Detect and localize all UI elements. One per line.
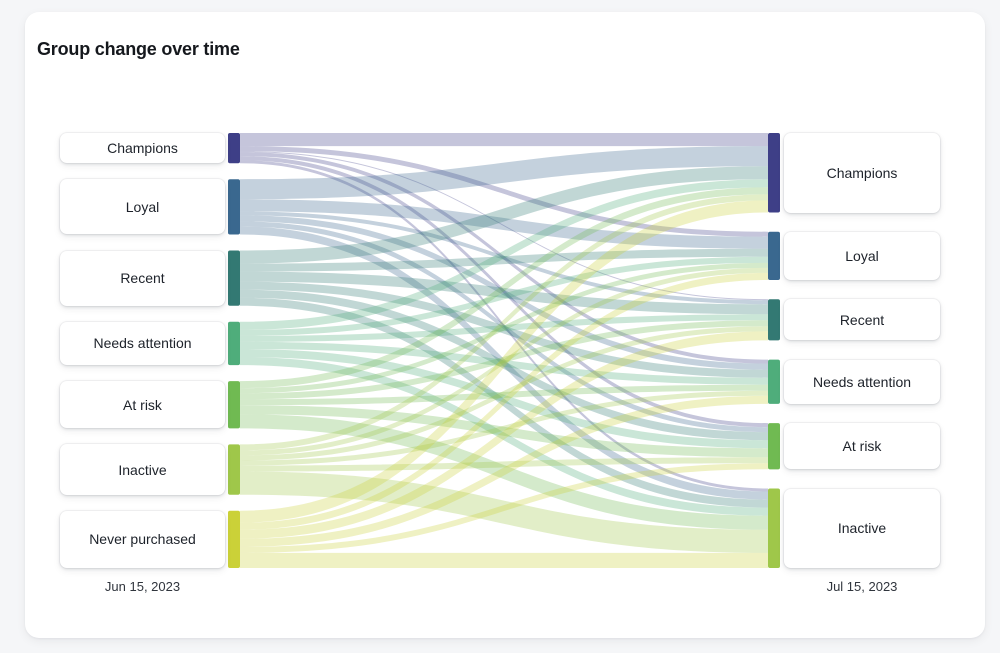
sankey-link-loyal-to-inactive[interactable] xyxy=(240,226,768,500)
group-label-left-champions[interactable]: Champions xyxy=(60,133,225,164)
sankey-link-recent-to-needs-attention[interactable] xyxy=(240,281,768,378)
sankey-link-needs-attention-to-loyal[interactable] xyxy=(240,256,768,336)
sankey-link-never-purchased-to-recent[interactable] xyxy=(240,331,768,539)
sankey-link-loyal-to-loyal[interactable] xyxy=(240,199,768,249)
axis-date-right: Jul 15, 2023 xyxy=(826,579,898,594)
sankey-link-never-purchased-to-at-risk[interactable] xyxy=(240,463,768,553)
sankey-node-left-loyal[interactable] xyxy=(228,179,240,235)
sankey-link-inactive-to-recent[interactable] xyxy=(240,326,768,461)
sankey-link-recent-to-recent[interactable] xyxy=(240,271,768,315)
group-label-right-at-risk[interactable]: At risk xyxy=(784,423,940,470)
sankey-link-at-risk-to-champions[interactable] xyxy=(240,187,768,389)
group-label-right-recent[interactable]: Recent xyxy=(784,299,940,341)
sankey-link-recent-to-loyal[interactable] xyxy=(240,248,768,272)
sankey-node-left-inactive[interactable] xyxy=(228,444,240,495)
group-label-left-loyal[interactable]: Loyal xyxy=(60,179,225,235)
group-label-right-needs-attention[interactable]: Needs attention xyxy=(784,359,940,404)
sankey-node-right-champions[interactable] xyxy=(768,133,780,213)
sankey-link-inactive-to-loyal[interactable] xyxy=(240,267,768,456)
sankey-node-left-champions[interactable] xyxy=(228,133,240,164)
sankey-link-loyal-to-champions[interactable] xyxy=(240,146,768,200)
sankey-link-at-risk-to-loyal[interactable] xyxy=(240,262,768,394)
group-label-left-inactive[interactable]: Inactive xyxy=(60,444,225,495)
axis-date-left: Jun 15, 2023 xyxy=(104,579,181,594)
sankey-link-never-purchased-to-champions[interactable] xyxy=(240,200,768,523)
chart-title: Group change over time xyxy=(37,39,240,59)
sankey-link-loyal-to-recent[interactable] xyxy=(240,211,768,305)
sankey-link-inactive-to-inactive[interactable] xyxy=(240,471,768,553)
group-label-right-inactive[interactable]: Inactive xyxy=(784,488,940,568)
sankey-node-left-recent[interactable] xyxy=(228,250,240,306)
sankey-link-at-risk-to-recent[interactable] xyxy=(240,320,768,400)
sankey-node-left-at-risk[interactable] xyxy=(228,381,240,429)
sankey-link-champions-to-loyal[interactable] xyxy=(240,146,768,237)
sankey-node-right-loyal[interactable] xyxy=(768,231,780,280)
sankey-link-inactive-to-at-risk[interactable] xyxy=(240,457,768,472)
sankey-link-loyal-to-at-risk[interactable] xyxy=(240,221,768,433)
sankey-link-needs-attention-to-inactive[interactable] xyxy=(240,357,768,516)
sankey-link-champions-to-at-risk[interactable] xyxy=(240,156,768,428)
sankey-link-recent-to-inactive[interactable] xyxy=(240,297,768,508)
sankey-link-champions-to-champions[interactable] xyxy=(240,133,768,147)
sankey-node-left-needs-attention[interactable] xyxy=(228,321,240,366)
sankey-node-right-needs-attention[interactable] xyxy=(768,359,780,404)
group-label-left-recent[interactable]: Recent xyxy=(60,250,225,306)
sankey-link-recent-to-at-risk[interactable] xyxy=(240,289,768,441)
sankey-link-never-purchased-to-inactive[interactable] xyxy=(240,552,768,568)
sankey-link-never-purchased-to-loyal[interactable] xyxy=(240,272,768,530)
sankey-link-needs-attention-to-needs-attention[interactable] xyxy=(240,341,768,385)
group-label-left-never-purchased[interactable]: Never purchased xyxy=(60,510,225,568)
group-label-left-at-risk[interactable]: At risk xyxy=(60,381,225,429)
sankey-link-at-risk-to-inactive[interactable] xyxy=(240,414,768,530)
sankey-link-recent-to-champions[interactable] xyxy=(240,166,768,264)
sankey-node-right-at-risk[interactable] xyxy=(768,423,780,470)
sankey-link-never-purchased-to-needs-attention[interactable] xyxy=(240,395,768,547)
group-label-right-champions[interactable]: Champions xyxy=(784,133,940,213)
sankey-link-inactive-to-needs-attention[interactable] xyxy=(240,390,768,466)
group-label-left-needs-attention[interactable]: Needs attention xyxy=(60,321,225,366)
sankey-link-needs-attention-to-recent[interactable] xyxy=(240,314,768,342)
sankey-link-inactive-to-champions[interactable] xyxy=(240,194,768,451)
sankey-node-left-never-purchased[interactable] xyxy=(228,510,240,568)
sankey-link-at-risk-to-at-risk[interactable] xyxy=(240,405,768,458)
sankey-node-right-recent[interactable] xyxy=(768,299,780,341)
sankey-link-loyal-to-needs-attention[interactable] xyxy=(240,215,768,370)
group-label-right-loyal[interactable]: Loyal xyxy=(784,231,940,280)
sankey-link-needs-attention-to-at-risk[interactable] xyxy=(240,349,768,449)
sankey-link-champions-to-needs-attention[interactable] xyxy=(240,152,768,364)
sankey-link-champions-to-inactive[interactable] xyxy=(240,160,768,492)
sankey-link-needs-attention-to-champions[interactable] xyxy=(240,179,768,330)
sankey-link-champions-to-recent[interactable] xyxy=(240,151,768,301)
sankey-node-right-inactive[interactable] xyxy=(768,488,780,569)
sankey-link-at-risk-to-needs-attention[interactable] xyxy=(240,384,768,406)
